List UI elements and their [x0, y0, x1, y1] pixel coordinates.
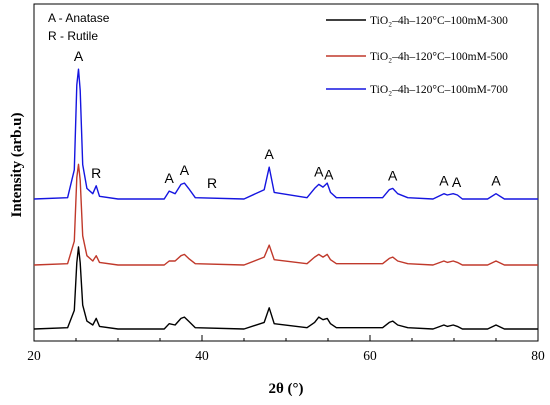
peak-annotation-12: A — [491, 173, 501, 189]
peak-annotation-2: R — [91, 165, 101, 181]
phase-key-rutile: R - Rutile — [48, 29, 98, 43]
x-tick-label-20: 20 — [27, 348, 41, 363]
legend-label-300: TiO₂–4h–120°C–100mM-300 — [370, 15, 508, 27]
peak-annotation-1: A — [74, 48, 84, 64]
phase-key: A - Anatase R - Rutile — [48, 11, 110, 43]
peak-annotation-9: A — [388, 167, 398, 183]
x-axis-label: 2θ (°) — [268, 381, 303, 397]
legend-label-500: TiO₂–4h–120°C–100mM-500 — [370, 51, 508, 63]
x-tick-label-40: 40 — [195, 348, 209, 363]
peak-annotation-3: A — [165, 170, 175, 186]
x-tick-label-60: 60 — [363, 348, 377, 363]
peak-annotation-6: A — [265, 146, 275, 162]
peak-annotation-8: A — [324, 167, 334, 183]
peak-annotation-5: R — [207, 175, 217, 191]
y-axis-label: Intensity (arb.u) — [9, 112, 25, 217]
x-tick-label-80: 80 — [531, 348, 545, 363]
series-line-700 — [33, 68, 538, 200]
series-layer — [33, 68, 538, 330]
series-line-500 — [33, 163, 538, 266]
legend: TiO₂–4h–120°C–100mM-300 TiO₂–4h–120°C–10… — [326, 15, 508, 96]
peak-annotation-7: A — [314, 163, 324, 179]
x-axis-ticks: 20 40 60 80 — [27, 335, 545, 363]
legend-label-700: TiO₂–4h–120°C–100mM-700 — [370, 84, 508, 96]
phase-key-anatase: A - Anatase — [48, 11, 110, 25]
peak-annotation-11: A — [452, 174, 462, 190]
peak-annotation-4: A — [180, 162, 190, 178]
series-line-300 — [33, 246, 538, 330]
peak-annotation-10: A — [439, 173, 449, 189]
